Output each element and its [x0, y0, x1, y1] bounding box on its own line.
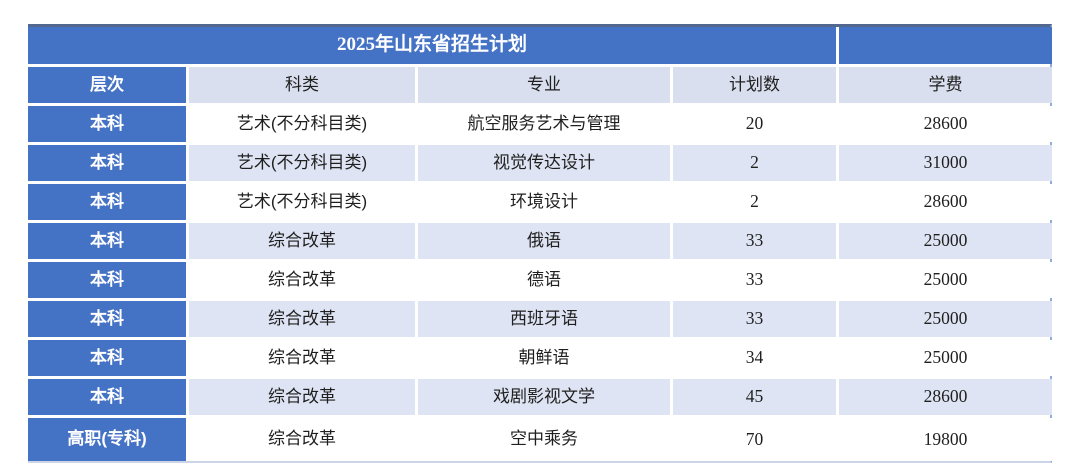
- cell-tuition: 25000: [839, 340, 1052, 376]
- table-title-right-cell: [839, 27, 1052, 64]
- cell-plan-count: 33: [673, 223, 836, 259]
- cell-plan-count: 2: [673, 145, 836, 181]
- cell-category: 艺术(不分科目类): [189, 184, 415, 220]
- column-header-level: 层次: [28, 67, 186, 103]
- cell-tuition: 19800: [839, 418, 1052, 461]
- cell-major: 航空服务艺术与管理: [418, 106, 670, 142]
- admission-plan-table: 2025年山东省招生计划 层次 科类 专业 计划数 学费 本科 艺术(不分科目类)…: [28, 24, 1052, 463]
- cell-plan-count: 34: [673, 340, 836, 376]
- cell-category: 艺术(不分科目类): [189, 106, 415, 142]
- cell-level: 本科: [28, 379, 186, 415]
- cell-plan-count: 2: [673, 184, 836, 220]
- column-header-plan-count: 计划数: [673, 67, 836, 103]
- cell-major: 朝鲜语: [418, 340, 670, 376]
- cell-tuition: 25000: [839, 262, 1052, 298]
- cell-major: 德语: [418, 262, 670, 298]
- cell-level: 本科: [28, 106, 186, 142]
- cell-level: 本科: [28, 340, 186, 376]
- cell-major: 俄语: [418, 223, 670, 259]
- cell-category: 综合改革: [189, 301, 415, 337]
- cell-category: 综合改革: [189, 379, 415, 415]
- cell-tuition: 28600: [839, 106, 1052, 142]
- cell-category: 综合改革: [189, 262, 415, 298]
- cell-plan-count: 33: [673, 301, 836, 337]
- cell-plan-count: 45: [673, 379, 836, 415]
- cell-tuition: 28600: [839, 184, 1052, 220]
- cell-level: 本科: [28, 262, 186, 298]
- cell-category: 综合改革: [189, 223, 415, 259]
- cell-plan-count: 33: [673, 262, 836, 298]
- cell-tuition: 25000: [839, 223, 1052, 259]
- cell-level: 本科: [28, 223, 186, 259]
- cell-major: 环境设计: [418, 184, 670, 220]
- cell-level: 高职(专科): [28, 418, 186, 461]
- cell-major: 视觉传达设计: [418, 145, 670, 181]
- cell-level: 本科: [28, 301, 186, 337]
- cell-plan-count: 20: [673, 106, 836, 142]
- column-header-category: 科类: [189, 67, 415, 103]
- cell-plan-count: 70: [673, 418, 836, 461]
- table-title: 2025年山东省招生计划: [28, 27, 836, 64]
- cell-tuition: 25000: [839, 301, 1052, 337]
- cell-major: 戏剧影视文学: [418, 379, 670, 415]
- column-header-major: 专业: [418, 67, 670, 103]
- cell-major: 西班牙语: [418, 301, 670, 337]
- cell-category: 综合改革: [189, 340, 415, 376]
- cell-tuition: 31000: [839, 145, 1052, 181]
- cell-level: 本科: [28, 184, 186, 220]
- cell-level: 本科: [28, 145, 186, 181]
- cell-category: 艺术(不分科目类): [189, 145, 415, 181]
- cell-tuition: 28600: [839, 379, 1052, 415]
- cell-category: 综合改革: [189, 418, 415, 461]
- column-header-tuition: 学费: [839, 67, 1052, 103]
- cell-major: 空中乘务: [418, 418, 670, 461]
